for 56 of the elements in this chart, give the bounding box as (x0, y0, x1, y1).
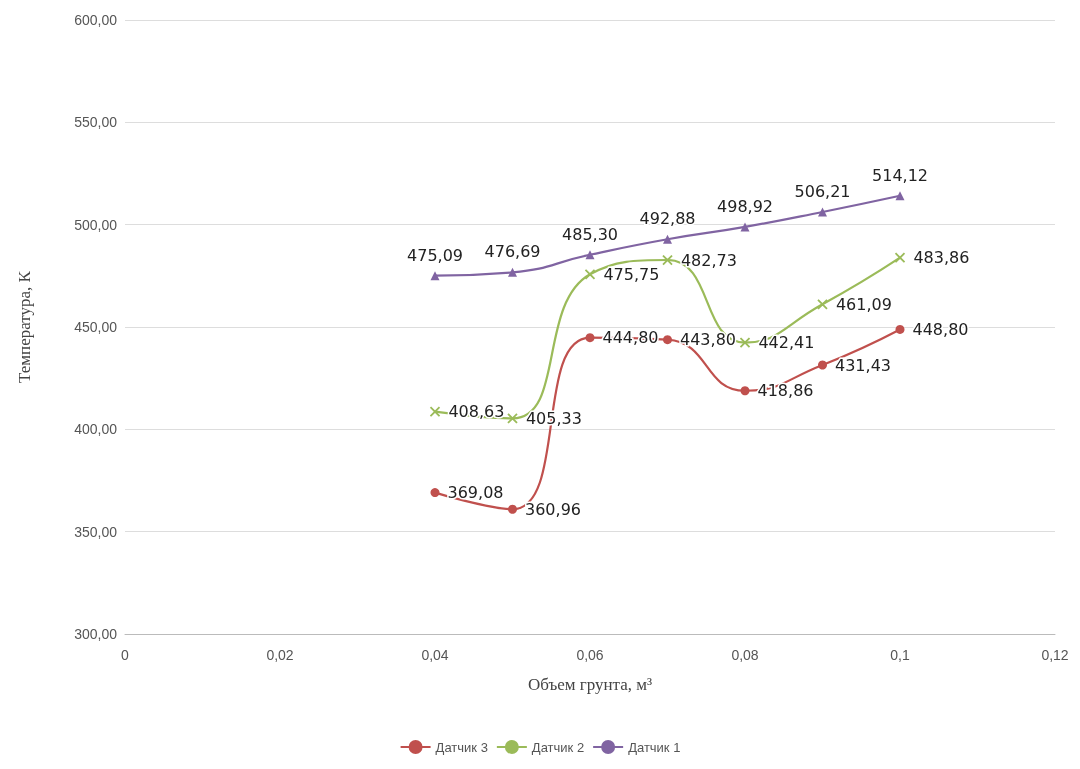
data-label: 448,80 (912, 319, 969, 339)
point (818, 360, 827, 370)
x-tick-label: 0,1 (890, 647, 910, 663)
y-tick-label: 600,00 (74, 12, 118, 28)
data-label: 360,96 (525, 499, 581, 519)
point (739, 337, 751, 348)
x-tick-label: 0,12 (1041, 647, 1069, 663)
point (817, 298, 828, 310)
legend-label: Датчик 3 (435, 739, 488, 755)
y-axis-title: Температура, К (15, 270, 34, 383)
point (663, 335, 672, 345)
point (895, 191, 905, 201)
point (895, 324, 905, 334)
point (740, 386, 750, 396)
point (508, 504, 517, 514)
data-label: 475,75 (603, 264, 660, 284)
point (663, 234, 672, 244)
data-label: 369,08 (447, 483, 504, 503)
point (585, 333, 595, 343)
x-tick-label: 0,08 (731, 647, 759, 663)
data-label: 498,92 (717, 196, 773, 216)
data-label: 475,09 (407, 245, 463, 265)
y-tick-label: 450,00 (74, 319, 118, 335)
point (818, 207, 827, 217)
data-label: 514,12 (872, 165, 928, 185)
y-tick-label: 500,00 (74, 216, 118, 233)
point (430, 488, 440, 498)
x-tick-label: 0,06 (576, 647, 604, 663)
x-tick-label: 0 (121, 647, 130, 663)
point (662, 254, 673, 266)
point (740, 222, 750, 232)
x-axis-title: Объем грунта, м³ (527, 675, 653, 694)
y-tick-label: 400,00 (74, 421, 118, 438)
y-tick-label: 300,00 (74, 626, 118, 642)
data-label: 431,43 (835, 355, 891, 375)
y-tick-label: 550,00 (74, 114, 118, 131)
data-label: 492,88 (639, 209, 696, 229)
y-tick-label: 350,00 (74, 523, 118, 540)
point (585, 250, 595, 260)
data-label: 418,86 (757, 381, 814, 401)
data-label: 442,41 (758, 333, 815, 353)
point (584, 268, 596, 280)
point (430, 271, 440, 281)
data-label: 461,09 (835, 294, 892, 314)
x-tick-label: 0,02 (266, 647, 294, 663)
data-label: 482,73 (680, 250, 737, 270)
data-label: 506,21 (794, 181, 851, 201)
data-label: 476,69 (484, 242, 541, 262)
point (508, 267, 517, 277)
data-label: 483,86 (913, 248, 970, 268)
legend-label: Датчик 1 (628, 739, 681, 755)
x-tick-label: 0,04 (421, 647, 449, 663)
data-label: 485,30 (562, 224, 618, 244)
point (507, 413, 518, 424)
legend-label: Датчик 2 (531, 739, 585, 755)
data-label: 408,63 (448, 402, 505, 422)
